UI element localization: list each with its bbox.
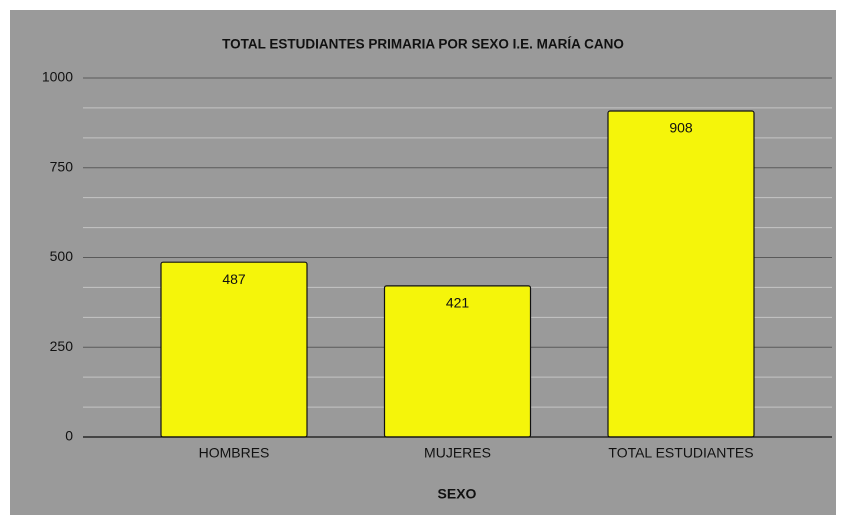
y-tick-label: 750 bbox=[50, 158, 74, 174]
chart-title: TOTAL ESTUDIANTES PRIMARIA POR SEXO I.E.… bbox=[222, 37, 624, 52]
y-tick-label: 0 bbox=[65, 428, 73, 444]
data-label: 487 bbox=[222, 271, 246, 287]
x-tick-label: TOTAL ESTUDIANTES bbox=[608, 445, 753, 461]
y-tick-label: 500 bbox=[50, 248, 74, 264]
x-axis-label: SEXO bbox=[438, 486, 477, 502]
y-tick-label: 250 bbox=[50, 338, 74, 354]
y-tick-label: 1000 bbox=[42, 69, 73, 85]
data-label: 908 bbox=[669, 120, 693, 136]
bar bbox=[607, 110, 755, 438]
x-tick-label: HOMBRES bbox=[199, 445, 270, 461]
x-tick-label: MUJERES bbox=[424, 445, 491, 461]
data-label: 421 bbox=[446, 295, 470, 311]
bar bbox=[160, 261, 308, 438]
